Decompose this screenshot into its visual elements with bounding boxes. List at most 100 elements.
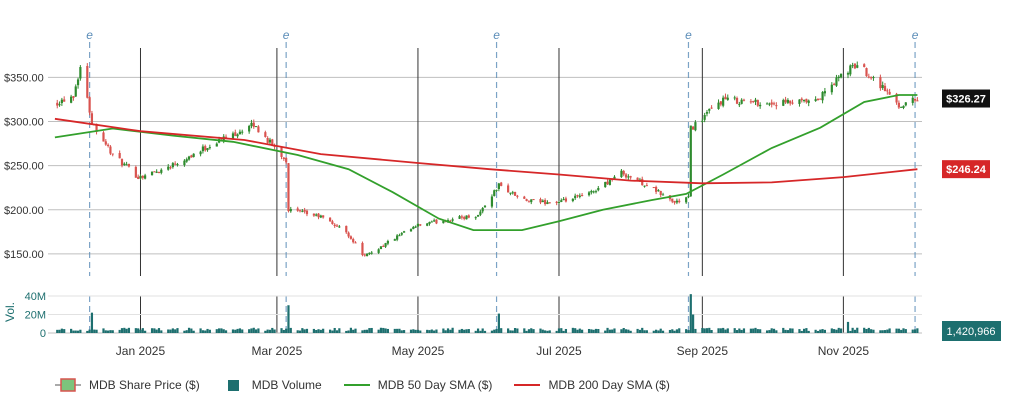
volume-bar — [546, 330, 549, 333]
candle-body — [199, 151, 202, 155]
legend-item-sma50[interactable]: MDB 50 Day SMA ($) — [343, 378, 493, 392]
last-volume-box — [942, 321, 1001, 341]
last-sma200-label: $246.24 — [946, 164, 987, 176]
candle-body — [58, 104, 61, 106]
candle-body — [248, 125, 251, 132]
candle-body — [701, 120, 704, 122]
volume-bar — [220, 328, 223, 333]
candle-body — [867, 76, 870, 78]
candle-body — [72, 96, 75, 98]
volume-bar — [185, 330, 188, 333]
candle-body — [319, 215, 322, 218]
volume-bar — [691, 314, 695, 333]
candle-body — [328, 217, 332, 222]
legend-item-sma200[interactable]: MDB 200 Day SMA ($) — [514, 378, 670, 392]
volume-bar — [722, 327, 725, 333]
x-tick-label: May 2025 — [392, 344, 445, 358]
volume-bar — [541, 329, 544, 333]
volume-bar — [271, 327, 274, 333]
candle-body — [849, 65, 852, 75]
candle-body — [513, 192, 517, 196]
legend-item-price[interactable]: MDB Share Price ($) — [55, 378, 200, 392]
volume-bar — [345, 330, 348, 333]
candle-body — [86, 66, 89, 98]
volume-bar — [694, 328, 697, 333]
volume-bar — [287, 305, 290, 333]
candle-body — [735, 97, 739, 104]
volume-bar — [608, 329, 611, 333]
volume-bar — [833, 329, 836, 333]
volume-bar — [902, 328, 905, 333]
volume-bar — [430, 329, 433, 333]
candle-swatch-icon — [55, 378, 81, 392]
candle-body — [652, 187, 655, 189]
candle-body — [740, 99, 743, 104]
volume-bar — [451, 327, 454, 333]
candle-body — [597, 188, 600, 191]
price-tick-label: $250.00 — [4, 161, 44, 173]
candle-body — [187, 156, 191, 160]
volume-bar — [886, 329, 889, 333]
volume-bar — [204, 330, 207, 333]
volume-bar — [560, 328, 563, 333]
candle-body — [153, 171, 156, 173]
volume-bar — [171, 328, 174, 333]
volume-bar — [139, 329, 142, 333]
price-tick-label: $300.00 — [4, 116, 44, 128]
volume-bar — [365, 329, 369, 333]
candle-body — [331, 221, 334, 224]
candle-body — [90, 113, 94, 125]
candle-body — [384, 243, 387, 247]
volume-bar — [446, 328, 450, 333]
legend-item-volume[interactable]: MDB Volume — [222, 378, 322, 392]
candle-body — [335, 225, 339, 227]
volume-bar — [167, 329, 170, 333]
candle-body — [479, 211, 482, 215]
candle-body — [752, 101, 755, 103]
candle-body — [433, 220, 436, 222]
event-marker-icon: e — [493, 28, 500, 42]
volume-bar — [483, 330, 487, 333]
volume-bar — [347, 330, 350, 333]
volume-bar — [160, 330, 163, 333]
candle-body — [671, 198, 674, 202]
volume-bar — [273, 329, 276, 333]
volume-bar — [765, 330, 769, 333]
volume-bar — [298, 330, 302, 333]
legend-label-sma50: MDB 50 Day SMA ($) — [377, 378, 493, 392]
candle-body — [823, 91, 826, 94]
candle-body — [419, 224, 422, 226]
volume-bar — [303, 329, 306, 333]
volume-bar — [60, 328, 63, 333]
candle-body — [541, 200, 544, 203]
candle-body — [104, 141, 107, 145]
volume-bar — [527, 329, 531, 333]
candle-body — [900, 106, 903, 108]
candle-body — [516, 195, 519, 197]
candle-body — [254, 126, 258, 128]
candle-body — [107, 144, 110, 146]
volume-bar — [789, 328, 792, 333]
candle-body — [821, 92, 824, 101]
candle-body — [548, 202, 551, 204]
candle-body — [224, 136, 228, 138]
volume-bar — [659, 328, 662, 333]
candle-body — [396, 235, 399, 240]
candle-body — [204, 146, 207, 151]
volume-bar — [576, 329, 579, 333]
volume-bar — [72, 330, 75, 333]
volume-bar — [224, 330, 228, 333]
candle-body — [409, 229, 413, 232]
volume-bar — [86, 330, 89, 333]
candle-body — [846, 73, 850, 75]
price-tick-label: $350.00 — [4, 72, 44, 84]
candle-body — [137, 176, 140, 180]
candle-body — [629, 176, 632, 178]
volume-bar — [231, 329, 235, 333]
candle-body — [430, 221, 433, 223]
volume-bar — [56, 329, 59, 333]
volume-bar — [548, 330, 551, 333]
volume-bar — [782, 327, 785, 333]
volume-bar — [176, 328, 179, 333]
volume-bar — [183, 330, 186, 333]
